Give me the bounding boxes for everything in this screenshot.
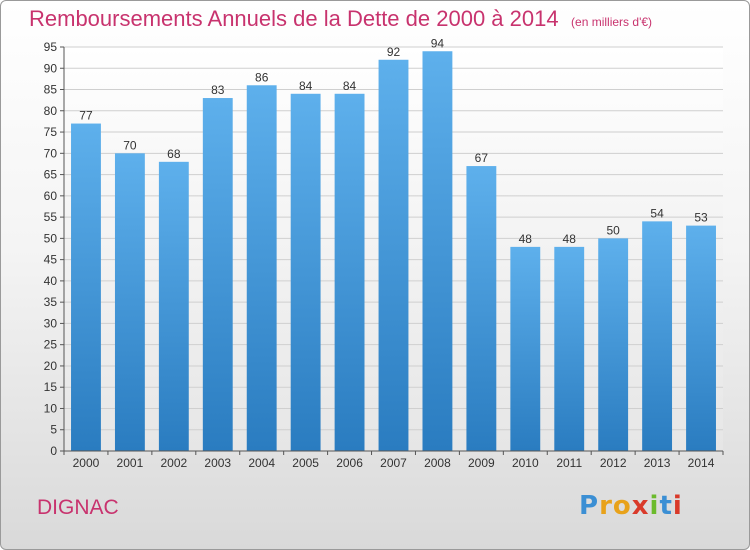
logo-letter: o: [612, 491, 632, 521]
logo-letter: r: [599, 491, 613, 521]
y-tick-label: 70: [44, 146, 58, 160]
y-tick-label: 15: [44, 380, 58, 394]
value-label: 77: [79, 109, 93, 123]
y-tick-label: 10: [44, 401, 58, 415]
logo-letter: t: [659, 491, 673, 521]
value-label: 50: [606, 223, 620, 237]
x-axis: 2000 2001 2002 2003 2004 2005 2006 2007 2008 2009…: [63, 450, 724, 470]
y-tick-label: 45: [44, 253, 58, 267]
value-label: 68: [167, 147, 181, 161]
bar-2013: [642, 221, 673, 451]
y-tick-label: 50: [44, 231, 58, 245]
commune-name: DIGNAC: [37, 496, 119, 519]
y-tick-label: 40: [44, 274, 58, 288]
bar-2014: [686, 225, 716, 451]
proxiti-logo: Proxiti: [579, 491, 683, 521]
value-label: 94: [431, 36, 445, 50]
value-label: 84: [343, 79, 357, 93]
logo-letter: P: [579, 491, 600, 521]
logo-letter: i: [672, 491, 683, 521]
value-label: 92: [387, 45, 401, 59]
bar-2009: [466, 166, 497, 452]
bar-2008: [422, 51, 453, 452]
bar-2010: [510, 246, 541, 451]
y-tick-label: 80: [44, 104, 58, 118]
y-tick-label: 95: [44, 40, 58, 54]
y-tick-label: 60: [44, 189, 58, 203]
y-tick-label: 85: [44, 83, 58, 97]
chart-subtitle: (en milliers d'€): [571, 15, 653, 29]
x-tick-label: 2001: [117, 456, 144, 470]
y-tick-label: 75: [44, 125, 58, 139]
value-label: 84: [299, 79, 313, 93]
x-tick-label: 2013: [644, 456, 671, 470]
x-tick-label: 2014: [688, 456, 715, 470]
x-tick-label: 2007: [380, 456, 407, 470]
x-tick-label: 2009: [468, 456, 495, 470]
y-tick-label: 55: [44, 210, 58, 224]
bar-2000: [71, 123, 101, 452]
bar-2004: [246, 85, 277, 451]
x-tick-label: 2008: [424, 456, 451, 470]
bar-2005: [290, 93, 321, 452]
bar-2002: [158, 161, 189, 452]
bar-2006: [334, 93, 365, 452]
value-label: 70: [123, 138, 137, 152]
value-label: 48: [563, 232, 577, 246]
x-tick-label: 2012: [600, 456, 627, 470]
value-label: 53: [694, 211, 708, 225]
y-tick-label: 35: [44, 295, 58, 309]
y-tick-label: 20: [44, 359, 58, 373]
logo-letter: x: [631, 491, 650, 521]
x-tick-label: 2002: [160, 456, 187, 470]
chart-title: Remboursements Annuels de la Dette de 20…: [29, 6, 559, 31]
y-tick-label: 65: [44, 168, 58, 182]
x-tick-label: 2011: [556, 456, 582, 470]
y-tick-label: 0: [50, 444, 57, 458]
bar-2001: [114, 153, 145, 451]
x-tick-label: 2006: [336, 456, 363, 470]
y-tick-label: 25: [44, 338, 58, 352]
y-tick-label: 5: [50, 423, 57, 437]
logo-letter: i: [649, 491, 660, 521]
x-tick-label: 2005: [292, 456, 319, 470]
value-label: 86: [255, 70, 269, 84]
value-label: 67: [475, 151, 489, 165]
x-tick-label: 2000: [73, 456, 100, 470]
x-tick-label: 2003: [204, 456, 231, 470]
x-tick-label: 2010: [512, 456, 539, 470]
title-row: Remboursements Annuels de la Dette de 20…: [29, 6, 652, 32]
bar-2003: [202, 98, 233, 451]
value-label: 83: [211, 83, 225, 97]
value-label: 54: [650, 206, 664, 220]
bar-2011: [554, 246, 585, 451]
value-label: 48: [519, 232, 533, 246]
x-tick-label: 2004: [248, 456, 275, 470]
y-tick-label: 30: [44, 316, 58, 330]
bar-2012: [598, 238, 629, 451]
bars: 77 70 68 83 86 84 84 92 94 67 48 48 50 54 53: [71, 36, 716, 452]
y-tick-label: 90: [44, 61, 58, 75]
bar-2007: [378, 59, 409, 451]
y-axis: 0 5 10 15 20 25 30 35 40 45 50 55 60 65 70 75 80 85 90 95: [44, 40, 65, 458]
